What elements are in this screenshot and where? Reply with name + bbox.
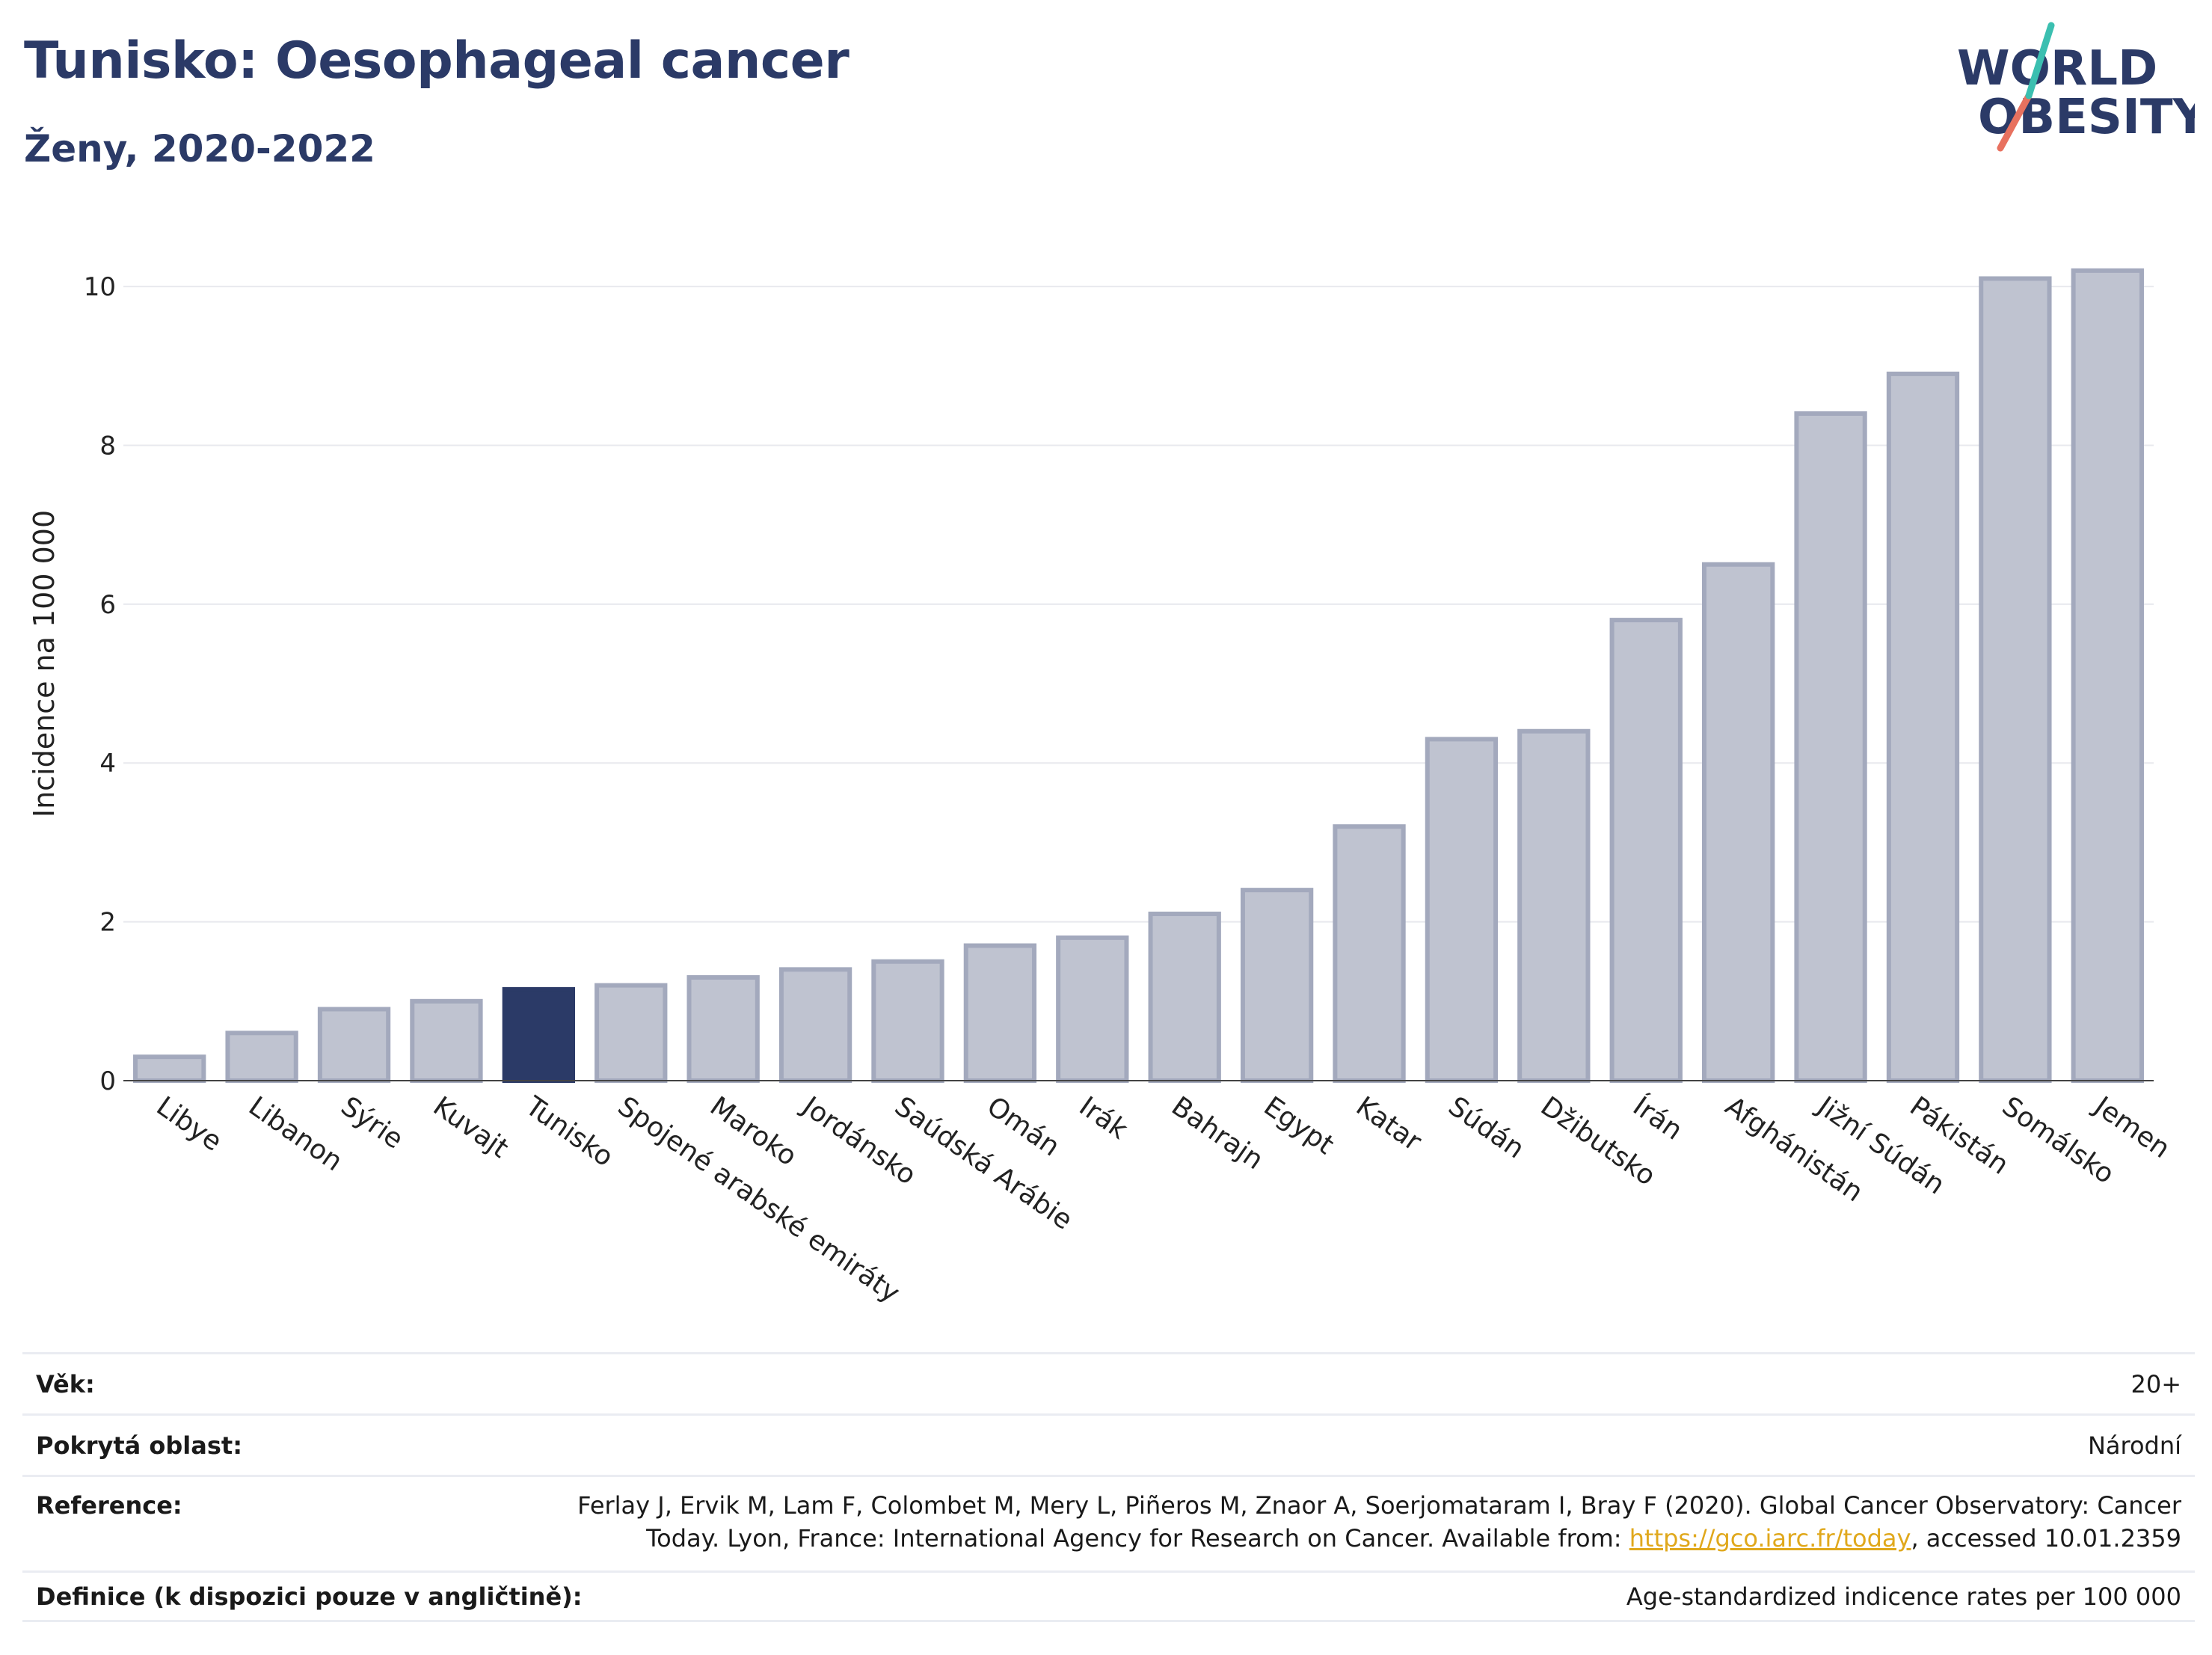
bar xyxy=(871,959,944,1083)
age-value: 20+ xyxy=(2130,1369,2181,1398)
chart-subtitle: Ženy, 2020-2022 xyxy=(24,127,375,171)
x-tick-label: Libye xyxy=(151,1091,227,1158)
x-tick-label: Katar xyxy=(1351,1091,1427,1158)
bar xyxy=(595,983,668,1083)
reference-text: Ferlay J, Ervik M, Lam F, Colombet M, Me… xyxy=(577,1489,2195,1555)
info-row-definition: Definice (k dispozici pouze v angličtině… xyxy=(22,1570,2195,1620)
bar xyxy=(133,1054,206,1083)
definition-label: Definice (k dispozici pouze v angličtině… xyxy=(36,1582,583,1611)
svg-text:WORLD: WORLD xyxy=(1957,41,2157,96)
info-row-area: Pokrytá oblast: Národní xyxy=(22,1413,2195,1475)
bar xyxy=(225,1031,298,1084)
y-tick-label: 2 xyxy=(99,908,116,938)
chart-title: Tunisko: Oesophageal cancer xyxy=(24,31,850,90)
table-bottom-divider xyxy=(22,1620,2195,1622)
x-tick-label: Sýrie xyxy=(335,1091,408,1155)
bar xyxy=(778,967,852,1084)
x-tick-label: Tunisko xyxy=(519,1090,618,1173)
reference-label: Reference: xyxy=(36,1491,182,1520)
x-tick-label: Bahrajn xyxy=(1166,1091,1269,1176)
bar xyxy=(1056,935,1129,1084)
y-tick-label: 10 xyxy=(84,272,116,302)
y-tick-label: 6 xyxy=(99,590,116,620)
bar xyxy=(963,943,1037,1083)
bar xyxy=(1794,411,1867,1083)
reference-link[interactable]: https://gco.iarc.fr/today xyxy=(1629,1524,1911,1553)
area-value: Národní xyxy=(2087,1431,2181,1460)
y-axis-label: Incidence na 100 000 xyxy=(28,510,61,817)
reference-line1: Ferlay J, Ervik M, Lam F, Colombet M, Me… xyxy=(577,1491,2181,1520)
bar xyxy=(1701,562,1775,1083)
bar xyxy=(1148,912,1221,1083)
bar xyxy=(2071,268,2144,1083)
x-tick-label: Kuvajt xyxy=(428,1091,514,1164)
info-row-reference: Reference: Ferlay J, Ervik M, Lam F, Col… xyxy=(22,1475,2195,1570)
bar xyxy=(686,974,760,1084)
area-label: Pokrytá oblast: xyxy=(36,1431,242,1460)
bar xyxy=(1425,737,1499,1084)
bar xyxy=(1240,888,1314,1083)
bar xyxy=(1979,276,2052,1083)
bar xyxy=(1609,618,1683,1083)
x-tick-label: Súdán xyxy=(1443,1091,1529,1165)
info-row-age: Věk: 20+ xyxy=(22,1352,2195,1413)
x-tick-label: Libanon xyxy=(243,1091,348,1177)
bar xyxy=(410,998,483,1084)
x-tick-label: Írán xyxy=(1627,1090,1689,1146)
x-tick-label: Egypt xyxy=(1258,1091,1339,1161)
x-tick-label: Irák xyxy=(1074,1091,1134,1146)
definition-value: Age-standardized indicence rates per 100… xyxy=(1626,1582,2181,1611)
bar xyxy=(1333,824,1406,1083)
bar xyxy=(317,1007,391,1084)
reference-line2-pre: Today. Lyon, France: International Agenc… xyxy=(646,1524,1629,1553)
y-tick-label: 8 xyxy=(99,431,116,461)
age-label: Věk: xyxy=(36,1369,95,1398)
reference-line2-post: , accessed 10.01.2359 xyxy=(1911,1524,2181,1553)
bar xyxy=(1886,371,1960,1083)
bar xyxy=(1517,728,1591,1083)
world-obesity-logo: WORLD OBESITY xyxy=(1957,22,2195,152)
y-tick-label: 4 xyxy=(99,749,116,779)
bar xyxy=(502,986,576,1084)
y-tick-label: 0 xyxy=(99,1066,116,1096)
